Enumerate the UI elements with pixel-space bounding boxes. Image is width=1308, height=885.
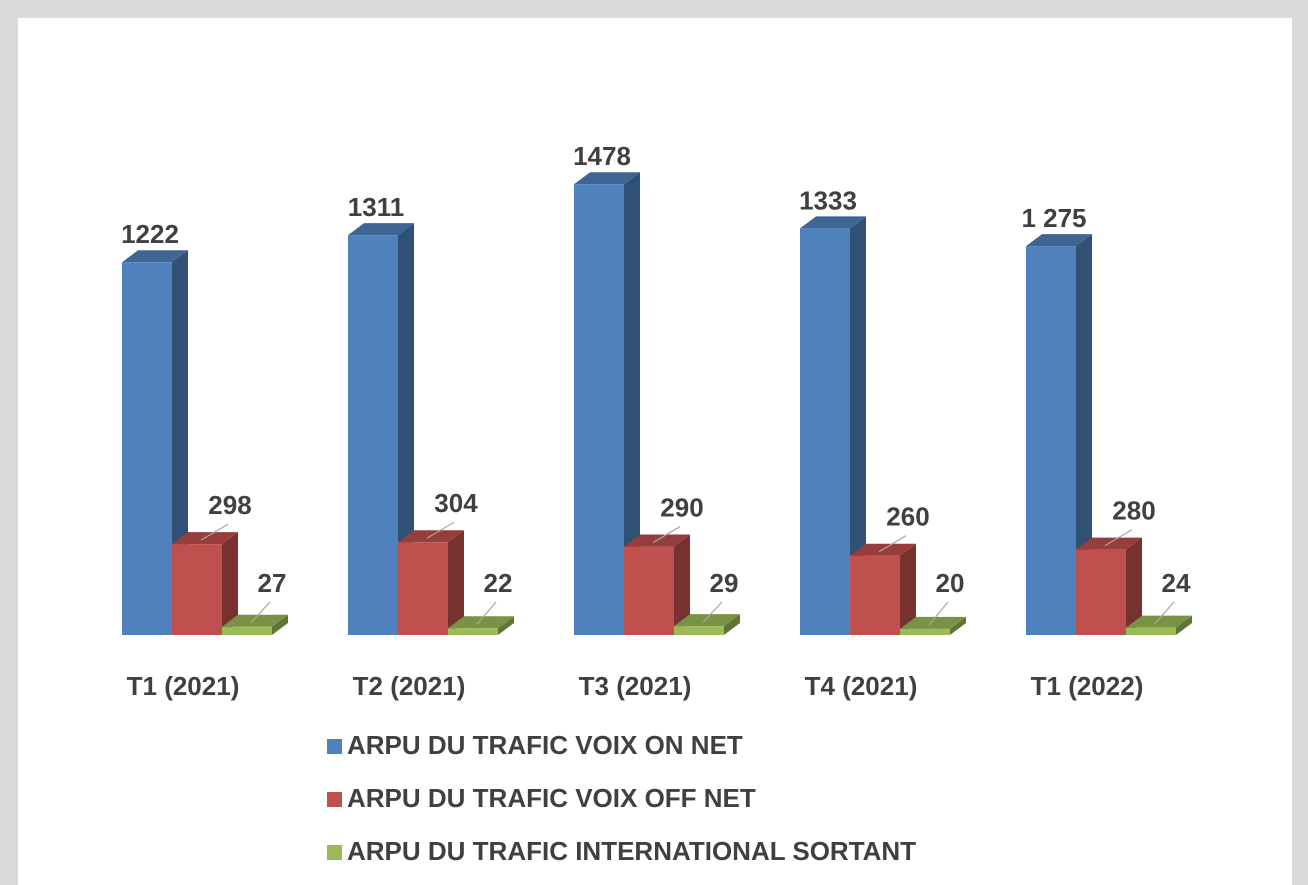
bar-front bbox=[222, 626, 272, 635]
bar-top bbox=[122, 250, 188, 263]
bar-front bbox=[900, 628, 950, 635]
bar-front bbox=[172, 544, 222, 635]
bar-front bbox=[122, 262, 172, 635]
bar bbox=[348, 223, 414, 635]
bar-side bbox=[1126, 537, 1142, 635]
legend-label: ARPU DU TRAFIC INTERNATIONAL SORTANT bbox=[347, 836, 916, 866]
leader-line bbox=[928, 601, 949, 626]
x-tick-label: T4 (2021) bbox=[805, 671, 918, 701]
leader-line bbox=[1154, 601, 1175, 625]
leader-line bbox=[476, 601, 497, 625]
bar-front bbox=[398, 542, 448, 635]
bar bbox=[172, 532, 238, 635]
x-tick-label: T1 (2021) bbox=[127, 671, 240, 701]
leader-line bbox=[702, 601, 723, 623]
bar-side bbox=[398, 223, 414, 635]
bar-front bbox=[800, 228, 850, 635]
bar-front bbox=[1026, 246, 1076, 635]
data-label: 1333 bbox=[799, 185, 857, 215]
bar-side bbox=[900, 543, 916, 635]
bar-front bbox=[448, 628, 498, 635]
bar-side bbox=[498, 616, 514, 635]
bar-side bbox=[272, 614, 288, 635]
bar-side bbox=[1176, 615, 1192, 635]
data-label: 1222 bbox=[121, 219, 179, 249]
bar-side bbox=[1076, 234, 1092, 635]
bar bbox=[900, 616, 966, 635]
bar bbox=[674, 614, 740, 635]
data-label: 1311 bbox=[348, 192, 404, 222]
data-label: 20 bbox=[936, 568, 965, 598]
data-label: 1478 bbox=[573, 141, 631, 171]
bar-top bbox=[222, 614, 288, 627]
data-label: 290 bbox=[660, 492, 703, 522]
bar-top bbox=[900, 616, 966, 629]
legend-label: ARPU DU TRAFIC VOIX ON NET bbox=[347, 730, 743, 760]
data-label: 1 275 bbox=[1021, 203, 1086, 233]
bar bbox=[850, 543, 916, 635]
x-tick-label: T1 (2022) bbox=[1031, 671, 1144, 701]
bar-side bbox=[448, 530, 464, 635]
data-label: 260 bbox=[886, 502, 929, 532]
legend-swatch bbox=[327, 845, 342, 860]
legend-label: ARPU DU TRAFIC VOIX OFF NET bbox=[347, 783, 756, 813]
bar-front bbox=[850, 555, 900, 635]
leader-line bbox=[426, 521, 455, 539]
bar-side bbox=[624, 172, 640, 635]
bar-front bbox=[1076, 549, 1126, 635]
leader-line bbox=[250, 601, 271, 624]
bar bbox=[398, 530, 464, 635]
bar-side bbox=[724, 614, 740, 635]
bar-side bbox=[674, 534, 690, 635]
bar-top bbox=[574, 172, 640, 185]
data-label: 22 bbox=[484, 568, 513, 598]
x-tick-label: T3 (2021) bbox=[579, 671, 692, 701]
leader-line bbox=[878, 535, 907, 553]
data-label: 304 bbox=[434, 488, 478, 518]
bar bbox=[624, 534, 690, 635]
bar bbox=[222, 614, 288, 635]
bar-top bbox=[348, 223, 414, 236]
bar-front bbox=[1126, 627, 1176, 635]
bar bbox=[574, 172, 640, 635]
leader-line bbox=[652, 526, 681, 544]
x-tick-label: T2 (2021) bbox=[353, 671, 466, 701]
data-label: 298 bbox=[208, 490, 251, 520]
leader-line bbox=[200, 523, 229, 541]
bar-front bbox=[674, 626, 724, 635]
bar-front bbox=[624, 546, 674, 635]
bar bbox=[1026, 234, 1092, 635]
legend-swatch bbox=[327, 792, 342, 807]
bar-top bbox=[1026, 234, 1092, 247]
data-label: 29 bbox=[710, 568, 739, 598]
data-label: 280 bbox=[1112, 495, 1155, 525]
legend-swatch bbox=[327, 739, 342, 754]
data-label: 27 bbox=[258, 568, 287, 598]
bar-top bbox=[674, 614, 740, 627]
bar bbox=[448, 616, 514, 635]
bar bbox=[800, 216, 866, 635]
bar-front bbox=[574, 184, 624, 635]
bar-side bbox=[850, 216, 866, 635]
bar bbox=[1076, 537, 1142, 635]
bar-top bbox=[800, 216, 866, 229]
bar bbox=[1126, 615, 1192, 635]
bar-side bbox=[950, 616, 966, 635]
bar-side bbox=[222, 532, 238, 635]
bar-top bbox=[1126, 615, 1192, 628]
data-label: 24 bbox=[1162, 568, 1191, 598]
bar-front bbox=[348, 235, 398, 635]
bar-top bbox=[448, 616, 514, 629]
leader-line bbox=[1104, 529, 1133, 547]
